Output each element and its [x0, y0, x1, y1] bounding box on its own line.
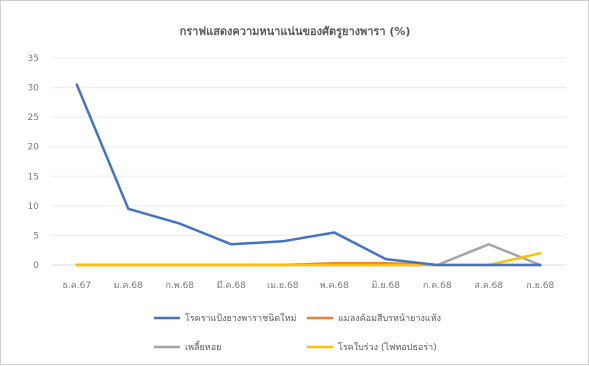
- series-lines: [75, 83, 542, 267]
- series-line-1: [75, 83, 542, 267]
- x-tick-label: ก.ย.68: [526, 281, 554, 291]
- x-tick-label: ส.ค.68: [474, 281, 503, 291]
- x-tick-label: ก.ค.68: [423, 281, 452, 291]
- y-tick-label: 25: [28, 113, 39, 123]
- legend: โรคราแป้งยางพาราชนิดใหม่ แมลงค้อมสีบรหน้า…: [154, 313, 441, 353]
- legend-label: แมลงค้อมสีบรหน้ายางแห้ง: [338, 313, 441, 324]
- series-line-3: [75, 243, 542, 267]
- y-axis-ticks: 0 5 10 15 20 25 30 35: [28, 54, 40, 271]
- legend-label: เพลี้ยหอย: [185, 340, 221, 353]
- x-tick-label: เม.ย.68: [267, 281, 299, 291]
- x-tick-label: มิ.ย.68: [372, 280, 401, 291]
- legend-item: เพลี้ยหอย: [154, 340, 221, 353]
- y-tick-label: 0: [33, 261, 39, 271]
- y-tick-label: 15: [28, 172, 39, 182]
- x-axis-ticks: ธ.ค.67 ม.ค.68 ก.พ.68 มี.ค.68 เม.ย.68 พ.ค.68 มิ…: [62, 280, 554, 291]
- legend-label: โรคราแป้งยางพาราชนิดใหม่: [185, 313, 297, 324]
- x-tick-label: ม.ค.68: [114, 281, 143, 291]
- y-tick-label: 30: [28, 84, 40, 94]
- x-tick-label: ธ.ค.67: [62, 281, 91, 291]
- y-tick-label: 20: [28, 143, 40, 153]
- x-tick-label: มี.ค.68: [217, 280, 246, 291]
- x-tick-label: ก.พ.68: [165, 281, 194, 291]
- legend-item: แมลงค้อมสีบรหน้ายางแห้ง: [307, 313, 441, 324]
- y-tick-label: 5: [33, 231, 39, 241]
- legend-item: โรคราแป้งยางพาราชนิดใหม่: [154, 313, 297, 324]
- legend-label: โรคใบร่วง (ไฟทอปธอร่า): [338, 342, 437, 353]
- gridlines: [51, 57, 566, 266]
- x-tick-label: พ.ค.68: [320, 281, 349, 291]
- legend-item: โรคใบร่วง (ไฟทอปธอร่า): [307, 342, 437, 353]
- y-tick-label: 35: [28, 54, 39, 64]
- chart-title: กราฟแสดงความหนาแน่นของศัตรูยางพารา (%): [180, 25, 411, 39]
- y-tick-label: 10: [28, 202, 40, 212]
